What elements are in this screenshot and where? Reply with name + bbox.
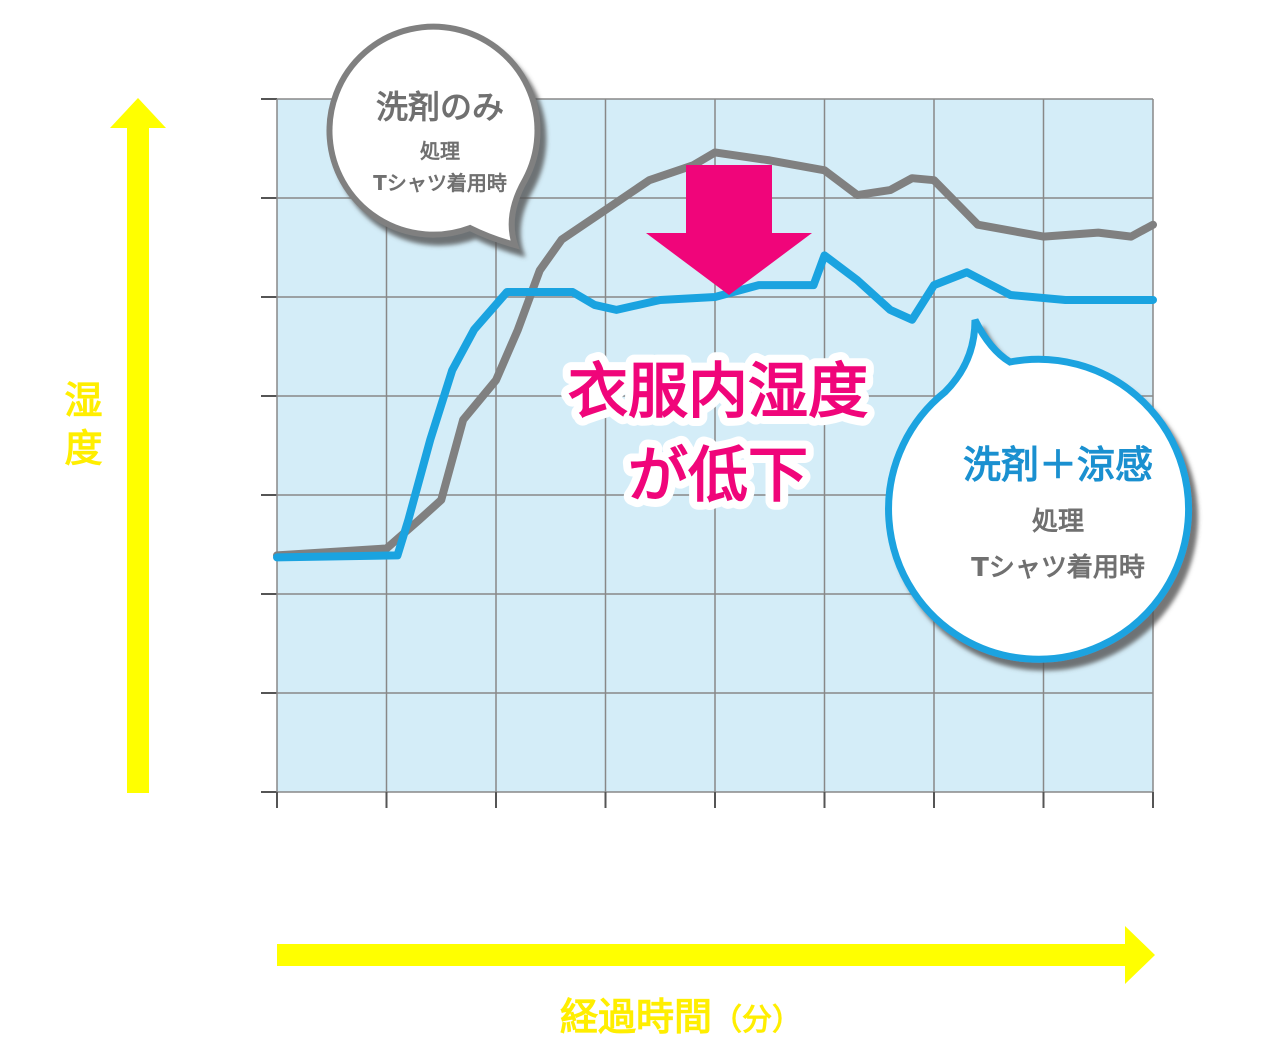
down-arrow <box>646 165 812 295</box>
bubble-title: 洗剤＋涼感 <box>963 443 1153 487</box>
blue-bubble <box>885 318 1193 663</box>
bubble-text: 処理 <box>1032 507 1084 537</box>
x-label-main: 経過時間 <box>560 995 712 1039</box>
bubble-text: 処理 <box>420 139 460 163</box>
bubble-text: Tシャツ着用時 <box>971 552 1145 583</box>
bubble-title: 洗剤のみ <box>376 88 504 126</box>
bubble-text: Tシャツ着用時 <box>373 171 507 195</box>
x-arrow <box>277 926 1155 984</box>
annotation-line: 衣服内湿度 <box>568 357 868 427</box>
lines <box>273 148 1157 562</box>
x-label: 経過時間（分） <box>560 995 802 1039</box>
gray-bubble <box>326 23 541 250</box>
y-label: 湿度 <box>58 380 102 476</box>
y-arrow <box>110 98 166 793</box>
annotation-line: が低下 <box>628 441 808 511</box>
series-line <box>273 251 1157 562</box>
x-label-unit: （分） <box>712 1003 802 1038</box>
series-line <box>273 148 1157 560</box>
